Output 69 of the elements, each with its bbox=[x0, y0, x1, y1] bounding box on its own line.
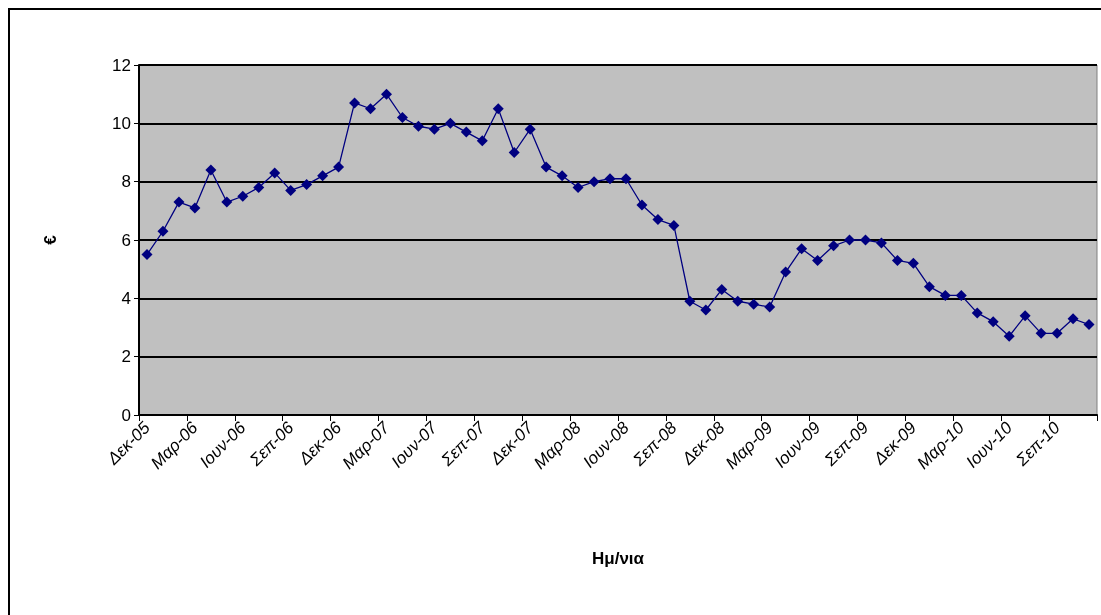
point bbox=[684, 295, 696, 307]
y-tick-label: 4 bbox=[121, 288, 131, 308]
point bbox=[844, 234, 856, 246]
point bbox=[524, 123, 536, 135]
point bbox=[939, 289, 951, 301]
point bbox=[460, 126, 472, 138]
y-tick-label: 10 bbox=[112, 113, 131, 133]
point bbox=[796, 243, 808, 255]
point bbox=[748, 298, 760, 310]
point bbox=[907, 257, 919, 269]
point bbox=[572, 182, 584, 193]
point bbox=[428, 123, 440, 135]
point bbox=[636, 199, 648, 211]
point bbox=[604, 173, 616, 185]
point bbox=[444, 117, 456, 129]
point bbox=[891, 254, 903, 266]
point bbox=[732, 295, 744, 307]
point bbox=[556, 170, 568, 182]
point bbox=[412, 120, 424, 132]
y-tick-label: 0 bbox=[121, 405, 131, 425]
point bbox=[317, 170, 329, 182]
point bbox=[189, 202, 201, 214]
y-tick-label: 12 bbox=[112, 55, 131, 75]
point bbox=[157, 225, 169, 237]
point bbox=[780, 266, 792, 278]
point bbox=[1067, 313, 1079, 325]
point bbox=[1035, 327, 1047, 339]
point bbox=[588, 176, 600, 188]
point bbox=[492, 103, 504, 115]
point bbox=[269, 167, 281, 179]
point bbox=[1051, 327, 1063, 339]
point bbox=[971, 307, 983, 319]
point bbox=[173, 196, 185, 208]
point bbox=[349, 97, 361, 109]
point bbox=[923, 281, 935, 293]
point bbox=[1083, 319, 1095, 331]
y-tick-label: 6 bbox=[121, 230, 131, 250]
point bbox=[365, 103, 377, 115]
point bbox=[828, 240, 840, 252]
point bbox=[764, 301, 776, 313]
point bbox=[1003, 330, 1015, 342]
point bbox=[668, 219, 680, 231]
point bbox=[476, 135, 488, 147]
point bbox=[396, 112, 408, 123]
point bbox=[652, 214, 664, 226]
y-axis-title: € bbox=[41, 234, 60, 245]
point bbox=[987, 316, 999, 328]
point bbox=[540, 161, 552, 173]
point bbox=[301, 179, 313, 191]
point bbox=[1019, 310, 1031, 322]
y-tick-label: 8 bbox=[121, 172, 131, 192]
point bbox=[141, 249, 153, 261]
point bbox=[237, 190, 249, 202]
point bbox=[508, 147, 520, 158]
point bbox=[875, 237, 887, 249]
point bbox=[859, 234, 871, 246]
point bbox=[716, 284, 728, 296]
point bbox=[620, 173, 632, 185]
point bbox=[380, 88, 392, 100]
point bbox=[700, 304, 712, 316]
point bbox=[955, 289, 967, 301]
point bbox=[812, 254, 824, 266]
point bbox=[253, 182, 265, 193]
point bbox=[285, 184, 297, 196]
y-tick-label: 2 bbox=[121, 347, 131, 367]
point bbox=[205, 164, 217, 176]
point bbox=[221, 196, 233, 208]
point bbox=[333, 161, 345, 173]
x-axis-title: Ημ/νια bbox=[591, 549, 645, 568]
